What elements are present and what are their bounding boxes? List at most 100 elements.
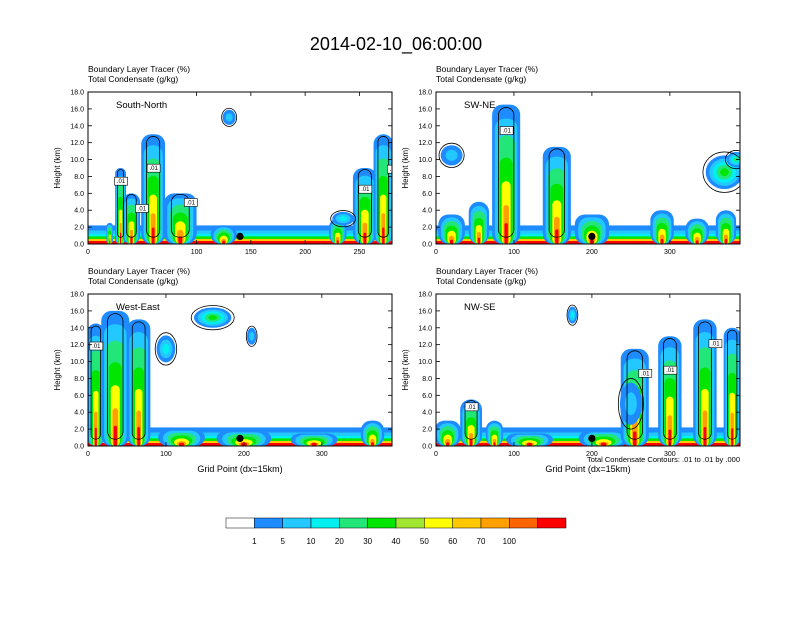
colorbar-label: 20 — [335, 537, 344, 546]
plume-band — [724, 238, 728, 244]
condensate-contours — [464, 304, 738, 440]
contour-label: .01 — [187, 200, 196, 206]
panel-label: West-East — [116, 302, 160, 313]
cloud-blob — [208, 315, 218, 320]
y-tick-label: 18.0 — [70, 292, 84, 299]
panel-3: Boundary Layer Tracer (%)Total Condensat… — [53, 266, 393, 474]
x-axis: 0 100 200 300 — [434, 92, 676, 256]
y-tick-label: 10.0 — [418, 359, 432, 366]
contour-label-box — [135, 204, 149, 213]
condensate-contours — [438, 107, 740, 238]
y-tick-label: 6.0 — [74, 393, 84, 400]
plume-band — [493, 442, 496, 446]
y-tick-label: 14.0 — [418, 325, 432, 332]
contour-label-box — [358, 184, 373, 194]
colorbar-swatch — [424, 517, 453, 529]
y-tick-label: 16.0 — [70, 106, 84, 113]
plume-band — [113, 425, 117, 446]
colorbar-label: 1 — [252, 537, 257, 546]
tracer-field: .01 — [88, 305, 392, 446]
y-tick-label: 2.0 — [422, 225, 432, 232]
y-tick-label: 10.0 — [70, 157, 84, 164]
condensate-contour — [330, 210, 357, 228]
y-tick-label: 2.0 — [422, 427, 432, 434]
condensate-contours — [90, 305, 258, 440]
colorbar-label: 70 — [477, 537, 486, 546]
colorbar-label: 60 — [448, 537, 457, 546]
surface-layer — [88, 241, 392, 244]
plume-band — [703, 427, 707, 446]
contour-label: .01 — [92, 344, 101, 350]
contour-label: .01 — [361, 187, 370, 193]
panel-1: Boundary Layer Tracer (%)Total Condensat… — [53, 64, 393, 256]
condensate-contour — [131, 321, 146, 440]
contour-label-box — [638, 369, 653, 378]
colorbar-label: 40 — [392, 537, 401, 546]
tracer-field: .01 .01 .01 .01 .01 .01 — [88, 107, 392, 244]
plume-band — [151, 227, 155, 244]
condensate-contour — [377, 136, 390, 238]
x-tick-label: 300 — [316, 451, 328, 458]
x-axis-label: Grid Point (dx=15km) — [545, 464, 630, 474]
plume-band — [449, 239, 454, 244]
condensate-contours — [117, 107, 390, 238]
cloud-blob — [162, 343, 170, 354]
y-tick-label: 8.0 — [74, 376, 84, 383]
panel-title-condensate: Total Condensate (g/kg) — [436, 276, 526, 286]
colorbar-label: 50 — [420, 537, 429, 546]
contour-label-box — [114, 176, 128, 186]
x-tick-label: 200 — [586, 451, 598, 458]
contour-note: Total Condensate Contours: .01 to .01 by… — [587, 455, 740, 464]
x-tick-label: 0 — [434, 451, 438, 458]
plume-band — [668, 429, 672, 446]
plume-band — [555, 229, 559, 244]
plume-band — [382, 227, 385, 244]
x-tick-label: 250 — [354, 249, 366, 256]
y-tick-label: 6.0 — [422, 191, 432, 198]
plume-band — [119, 232, 122, 244]
colorbar-swatch — [225, 517, 255, 529]
colorbar-swatch — [480, 517, 510, 529]
contour-label-box — [499, 126, 514, 135]
colorbar-swatch — [254, 517, 283, 529]
contour-label-box — [708, 339, 723, 348]
location-marker — [588, 232, 596, 240]
plume-band — [600, 442, 607, 446]
x-axis-label: Grid Point (dx=15km) — [197, 464, 282, 474]
y-tick-label: 0.0 — [422, 444, 432, 451]
contour-label: .01 — [666, 368, 675, 374]
condensate-contour — [698, 321, 712, 440]
y-tick-label: 2.0 — [74, 427, 84, 434]
x-tick-label: 0 — [86, 451, 90, 458]
plume-band — [137, 427, 141, 446]
plot-frame — [87, 91, 393, 245]
panel-2: Boundary Layer Tracer (%)Total Condensat… — [401, 64, 741, 256]
x-tick-label: 200 — [586, 249, 598, 256]
y-tick-label: 8.0 — [422, 174, 432, 181]
y-tick-label: 18.0 — [418, 292, 432, 299]
y-tick-label: 10.0 — [418, 157, 432, 164]
contour-label-box — [183, 198, 198, 207]
figure-title: 2014-02-10_06:00:00 — [310, 34, 482, 55]
y-axis-label: Height (km) — [401, 147, 410, 189]
cloud-blob — [720, 168, 729, 177]
y-tick-label: 14.0 — [418, 123, 432, 130]
condensate-contour — [464, 400, 478, 440]
y-tick-label: 8.0 — [74, 174, 84, 181]
y-axis-label: Height (km) — [53, 147, 62, 189]
plume-band — [695, 240, 699, 244]
y-axis-label: Height (km) — [401, 349, 410, 391]
plume-band — [130, 236, 133, 244]
contour-label: .01 — [467, 405, 476, 411]
plume-band — [363, 232, 367, 244]
plume-band — [469, 439, 473, 446]
y-tick-label: 16.0 — [418, 106, 432, 113]
y-axis: 0.0 2.0 4.0 6.0 8.0 10.0 12.0 14.0 16.0 18.0 — [70, 90, 392, 249]
condensate-contour — [117, 169, 124, 238]
panel-title-condensate: Total Condensate (g/kg) — [88, 74, 178, 84]
panel-label: South-North — [116, 100, 167, 111]
tracer-field: .01 — [436, 104, 740, 244]
panel-title-tracer: Boundary Layer Tracer (%) — [88, 266, 190, 276]
contour-label: .01 — [149, 166, 158, 172]
colorbar-label: 100 — [503, 537, 517, 546]
